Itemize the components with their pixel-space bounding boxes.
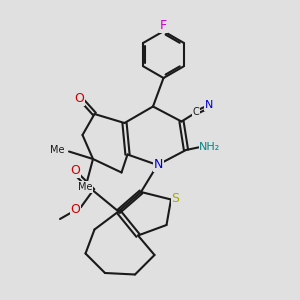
Text: O: O: [75, 92, 84, 105]
Text: NH₂: NH₂: [200, 142, 220, 152]
Text: N: N: [205, 100, 213, 110]
Text: S: S: [172, 191, 179, 205]
Text: N: N: [154, 158, 163, 171]
Text: Me: Me: [78, 182, 93, 192]
Text: F: F: [160, 19, 167, 32]
Text: O: O: [71, 203, 80, 216]
Text: O: O: [70, 164, 80, 177]
Text: Me: Me: [50, 145, 64, 155]
Text: C: C: [193, 107, 199, 117]
